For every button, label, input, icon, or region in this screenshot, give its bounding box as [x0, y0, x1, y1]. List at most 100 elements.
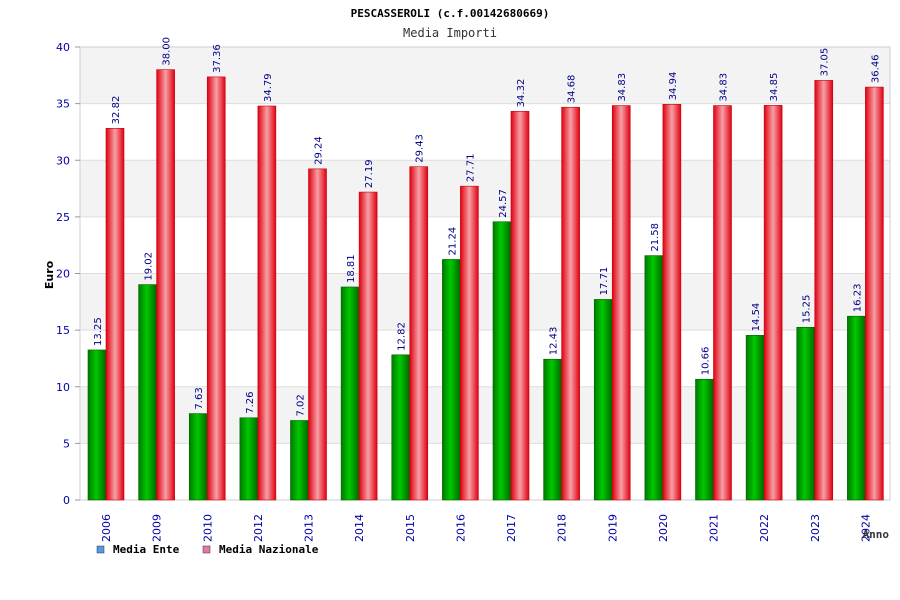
- legend-label-media-ente: Media Ente: [113, 543, 180, 556]
- bar-media-nazionale: [611, 105, 631, 501]
- data-label-media-ente: 21.58: [650, 223, 661, 252]
- data-label-media-nazionale: 36.46: [870, 54, 881, 83]
- y-tick-label: 10: [56, 381, 70, 394]
- data-label-media-nazionale: 27.19: [364, 159, 375, 188]
- x-tick-label: 2015: [404, 514, 417, 542]
- data-label-media-nazionale: 34.83: [719, 73, 730, 102]
- x-tick-label: 2010: [201, 514, 214, 542]
- bar-media-nazionale: [865, 86, 884, 501]
- data-label-media-ente: 7.26: [245, 392, 256, 414]
- data-label-media-ente: 16.23: [852, 284, 863, 313]
- bar-media-ente: [290, 420, 309, 501]
- bar-media-ente: [543, 358, 562, 501]
- bars-group: 13.25 32.82 19.02 38.00 7.63 37.36 7.26 34.79 7.…: [87, 37, 884, 501]
- x-tick-label: 2020: [657, 514, 670, 542]
- legend-swatch-media-nazionale: [202, 545, 211, 554]
- bar-media-nazionale: [156, 69, 175, 501]
- x-tick-label: 2018: [556, 514, 569, 542]
- bar-media-nazionale: [713, 105, 732, 501]
- y-tick-label: 40: [56, 41, 70, 54]
- bar-media-ente: [796, 326, 816, 501]
- data-label-media-ente: 18.81: [346, 254, 357, 283]
- chart-title: PESCASSEROLI (c.f.00142680669): [351, 7, 550, 20]
- chart-subtitle: Media Importi: [403, 26, 497, 40]
- data-label-media-nazionale: 27.71: [465, 154, 476, 183]
- bar-media-nazionale: [257, 105, 277, 501]
- x-tick-label: 2012: [252, 514, 265, 542]
- y-axis: 0 5 10 15 20 25 30 35 40: [56, 41, 80, 507]
- y-tick-label: 25: [56, 211, 70, 224]
- data-label-media-nazionale: 38.00: [162, 37, 173, 66]
- data-label-media-ente: 12.82: [397, 322, 408, 351]
- legend-swatch-media-ente: [96, 545, 105, 554]
- x-tick-label: 2016: [454, 514, 467, 542]
- x-tick-label: 2021: [708, 514, 721, 542]
- bar-media-nazionale: [460, 185, 479, 501]
- data-label-media-ente: 10.66: [701, 347, 712, 376]
- x-tick-label: 2017: [505, 514, 518, 542]
- bar-media-nazionale: [409, 166, 429, 501]
- data-label-media-nazionale: 34.94: [668, 72, 679, 101]
- bar-media-ente: [391, 354, 411, 501]
- data-label-media-nazionale: 34.32: [516, 79, 527, 108]
- bar-media-ente: [492, 221, 512, 501]
- bar-media-nazionale: [358, 191, 378, 501]
- bar-media-ente: [745, 335, 765, 501]
- y-tick-label: 15: [56, 324, 70, 337]
- bar-media-ente: [138, 284, 157, 501]
- x-axis-label: Anno: [863, 528, 890, 541]
- y-axis-label: Euro: [43, 260, 56, 289]
- bar-media-nazionale: [105, 128, 125, 501]
- y-tick-label: 35: [56, 98, 70, 111]
- bar-media-ente: [188, 413, 208, 501]
- data-label-media-ente: 7.63: [194, 387, 205, 409]
- data-label-media-ente: 17.71: [599, 267, 610, 296]
- data-label-media-ente: 15.25: [802, 295, 813, 324]
- bar-media-ente: [695, 378, 714, 501]
- x-tick-label: 2023: [809, 514, 822, 542]
- x-tick-label: 2009: [151, 514, 164, 542]
- bar-media-ente: [644, 255, 664, 501]
- bar-media-ente: [847, 315, 866, 501]
- legend-label-media-nazionale: Media Nazionale: [219, 543, 319, 556]
- bar-media-ente: [442, 259, 461, 501]
- data-label-media-ente: 21.24: [447, 227, 458, 256]
- x-axis: 2006 2009 2010 2012 2013 2014 2015 2016 2017 2018…: [100, 514, 872, 542]
- legend: Media Ente Media Nazionale: [96, 543, 319, 556]
- bar-media-nazionale: [814, 80, 834, 501]
- y-tick-label: 5: [63, 437, 70, 450]
- data-label-media-ente: 7.02: [296, 394, 307, 416]
- bar-media-nazionale: [763, 105, 783, 501]
- bar-media-nazionale: [206, 76, 226, 501]
- x-tick-label: 2006: [100, 514, 113, 542]
- data-label-media-nazionale: 29.24: [314, 136, 325, 165]
- bar-media-nazionale: [662, 104, 682, 501]
- x-tick-label: 2014: [353, 514, 366, 542]
- data-label-media-nazionale: 34.85: [769, 73, 780, 102]
- y-tick-label: 0: [63, 494, 70, 507]
- data-label-media-nazionale: 29.43: [415, 134, 426, 163]
- x-tick-label: 2013: [303, 514, 316, 542]
- bar-media-nazionale: [510, 111, 530, 501]
- data-label-media-nazionale: 37.05: [820, 48, 831, 77]
- data-label-media-ente: 12.43: [549, 327, 560, 356]
- data-label-media-nazionale: 32.82: [111, 96, 122, 125]
- bar-media-ente: [87, 349, 107, 501]
- data-label-media-ente: 13.25: [93, 317, 104, 346]
- data-label-media-ente: 14.54: [751, 303, 762, 332]
- data-label-media-ente: 24.57: [498, 189, 509, 218]
- bar-media-nazionale: [561, 106, 580, 501]
- data-label-media-nazionale: 34.79: [263, 73, 274, 102]
- data-label-media-nazionale: 34.68: [567, 75, 578, 104]
- bar-media-ente: [593, 299, 613, 501]
- x-tick-label: 2019: [606, 514, 619, 542]
- y-tick-label: 20: [56, 268, 70, 281]
- x-tick-label: 2022: [758, 514, 771, 542]
- data-label-media-nazionale: 37.36: [212, 44, 223, 73]
- bar-media-ente: [239, 417, 259, 501]
- x-tick-label: 2024: [859, 514, 872, 542]
- bar-media-ente: [340, 286, 360, 501]
- data-label-media-nazionale: 34.83: [617, 73, 628, 102]
- y-tick-label: 30: [56, 154, 70, 167]
